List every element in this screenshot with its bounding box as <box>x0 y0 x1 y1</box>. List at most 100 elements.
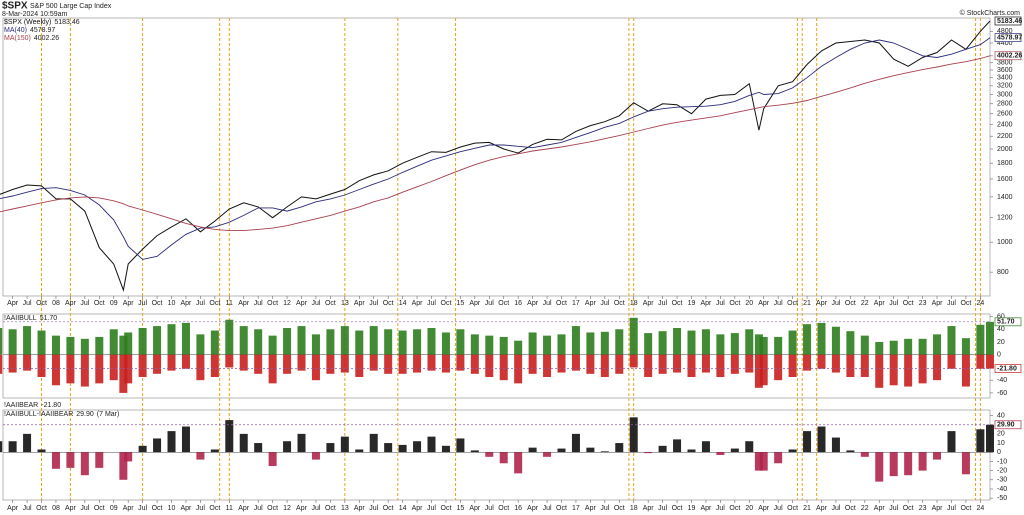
bar <box>196 334 205 355</box>
x-tick-label: Apr <box>181 505 193 512</box>
bar <box>745 441 754 453</box>
bar <box>470 450 479 453</box>
x-tick-label: Jul <box>23 300 32 307</box>
bar <box>875 342 884 355</box>
x-tick-label: Oct <box>903 505 914 512</box>
bar <box>196 452 205 460</box>
x-tick-label: 23 <box>919 505 927 512</box>
bar <box>904 354 913 387</box>
y-tick-label: -40 <box>997 486 1007 493</box>
x-tick-label: Apr <box>123 505 135 512</box>
legend-entry: $SPX (Weekly) 5183.46 <box>4 19 80 26</box>
x-tick-label: Apr <box>874 505 886 512</box>
y-tick-label: 2800 <box>997 101 1013 108</box>
x-tick-label: 13 <box>341 505 349 512</box>
bar <box>687 449 696 453</box>
bar <box>326 329 335 355</box>
x-tick-label: Oct <box>325 300 336 307</box>
bar <box>644 452 653 454</box>
y-tick-label: -40 <box>997 377 1007 384</box>
bar <box>716 354 725 377</box>
bar <box>701 354 710 373</box>
y-tick-label: 3000 <box>997 91 1013 98</box>
bar <box>571 433 580 453</box>
bar <box>326 354 335 374</box>
x-tick-label: 11 <box>226 300 233 307</box>
bar <box>283 328 292 355</box>
bar <box>774 354 783 381</box>
bar <box>95 336 104 355</box>
value-box <box>994 16 1022 26</box>
series-line <box>0 55 991 232</box>
bar <box>369 433 378 453</box>
x-tick-label: Oct <box>903 300 914 307</box>
bar <box>225 420 234 453</box>
x-tick-label: Oct <box>267 505 278 512</box>
y-tick-label: 1200 <box>997 215 1013 222</box>
x-tick-label: Apr <box>527 505 539 512</box>
x-tick-label: 19 <box>688 300 696 307</box>
bar <box>66 336 75 355</box>
bar <box>889 452 898 477</box>
legend-swatch-text: MA(40) <box>4 27 27 34</box>
x-tick-label: Apr <box>412 505 424 512</box>
bar <box>311 354 320 381</box>
y-tick-label: -50 <box>997 495 1007 502</box>
x-tick-label: Oct <box>441 300 452 307</box>
chart-title: $SPX <box>2 1 28 12</box>
bar <box>153 354 162 374</box>
bar <box>629 417 638 453</box>
bar <box>0 354 3 374</box>
bar <box>167 354 176 371</box>
x-tick-label: Apr <box>585 505 597 512</box>
bar <box>119 335 128 355</box>
bar <box>427 436 436 453</box>
series-line <box>0 20 991 292</box>
bar <box>754 334 763 355</box>
x-tick-label: 10 <box>168 505 176 512</box>
y-tick-label: 40 <box>997 326 1005 333</box>
x-tick-label: Jul <box>196 505 205 512</box>
x-tick-label: Apr <box>700 505 712 512</box>
x-tick-label: Jul <box>716 505 725 512</box>
legend-name: !AAIIBEAR <box>4 402 38 409</box>
x-tick-label: Apr <box>816 505 828 512</box>
bar <box>138 328 147 355</box>
y-tick-label: -30 <box>997 477 1007 484</box>
bar <box>933 354 942 381</box>
x-tick-label: Jul <box>254 300 263 307</box>
x-tick-label: Jul <box>369 300 378 307</box>
bar <box>557 448 566 453</box>
bar <box>0 441 3 453</box>
bar <box>918 354 927 384</box>
credit: © StockCharts.com <box>960 9 1021 17</box>
x-tick-label: 18 <box>630 505 638 512</box>
bar <box>355 449 364 453</box>
bar <box>673 354 682 373</box>
bar <box>297 354 306 371</box>
bar <box>340 326 349 355</box>
bar <box>586 332 595 355</box>
bar <box>846 354 855 377</box>
bar <box>759 354 768 386</box>
bar <box>875 452 884 482</box>
y-tick-label: 40 <box>997 412 1005 419</box>
x-tick-label: Jul <box>947 505 956 512</box>
y-tick-label: 800 <box>997 269 1009 276</box>
bar <box>138 354 147 377</box>
y-tick-label: 2000 <box>997 146 1013 153</box>
bar <box>23 354 32 371</box>
bar <box>543 452 552 457</box>
y-tick-label: -20 <box>997 467 1007 474</box>
x-tick-label: Oct <box>729 300 740 307</box>
bar <box>427 354 436 371</box>
bar <box>384 443 393 453</box>
bar <box>355 330 364 355</box>
bar <box>441 445 450 453</box>
legend-entry: !AAIIBULL-!AAIIBEAR 29.90 (7 Mar) <box>4 411 119 418</box>
x-tick-label: Apr <box>816 300 828 307</box>
bar <box>499 452 508 464</box>
x-tick-label: Oct <box>672 505 683 512</box>
legend-value: -21.80 <box>41 402 61 409</box>
